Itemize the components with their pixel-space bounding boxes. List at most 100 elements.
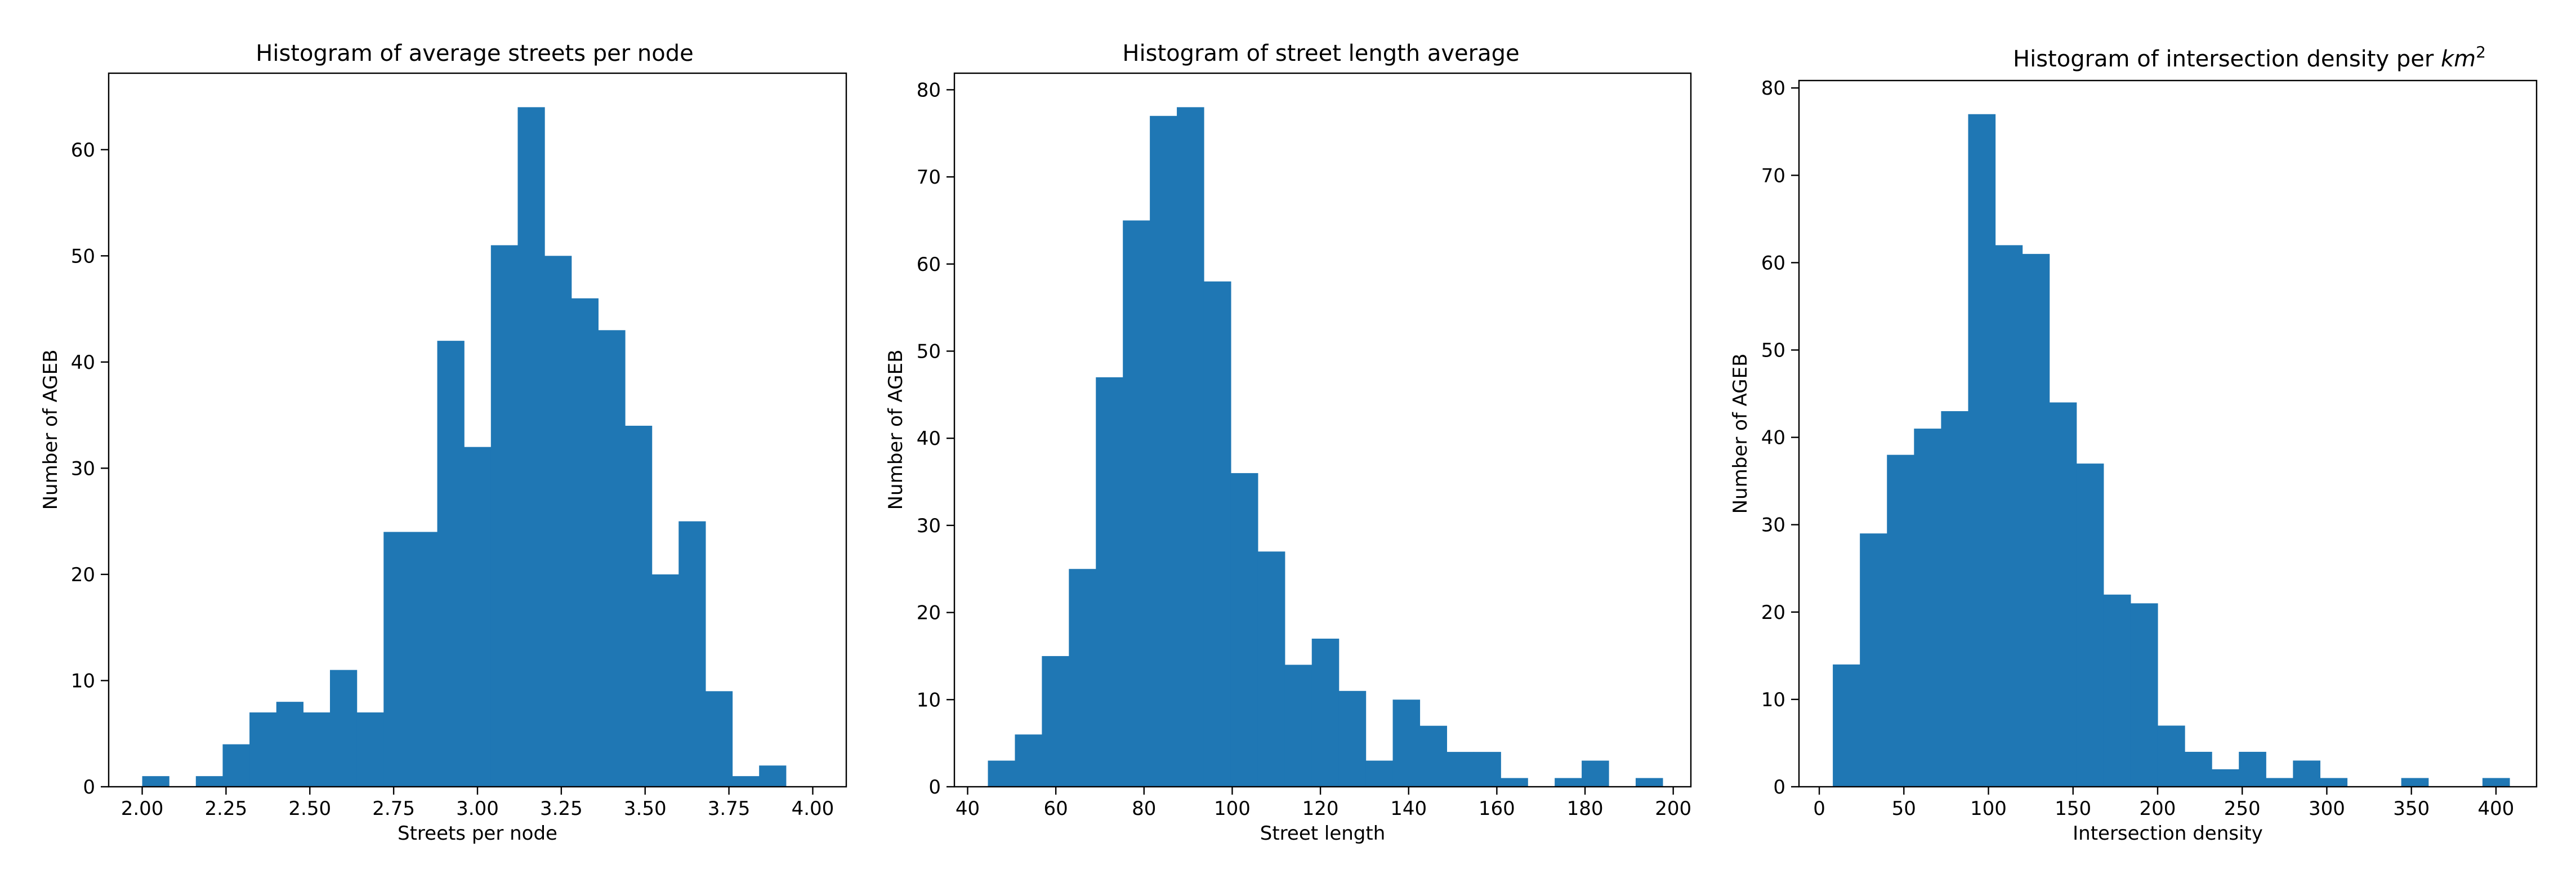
histogram-bar (2130, 603, 2158, 787)
histogram-bar (1833, 664, 1860, 787)
histogram-bar (598, 330, 626, 787)
chart-title: Histogram of average streets per node (256, 41, 693, 66)
histogram-bar (195, 776, 224, 787)
histogram-bar (2266, 778, 2293, 787)
histogram-bar (303, 712, 331, 787)
histogram-bar (517, 107, 545, 787)
plot-area: 2.00 2.25 2.50 2.75 3.00 3.25 3.50 3.75 4.00 0 10 2… (71, 107, 834, 820)
x-tick-label: 180 (1567, 797, 1604, 820)
histogram-bar (330, 670, 358, 787)
histogram-bar (2482, 778, 2510, 787)
histogram-bar (2212, 769, 2239, 787)
histogram-bar (1501, 778, 1528, 787)
histogram-bar (625, 425, 653, 787)
histogram-bar (142, 776, 169, 787)
histogram-bar (1582, 760, 1609, 787)
x-tick-label: 2.25 (205, 797, 248, 820)
histogram-bar (1338, 690, 1367, 787)
x-tick-label: 150 (2055, 797, 2091, 820)
histogram-bar (1365, 760, 1394, 787)
histogram-bar (1096, 377, 1123, 787)
histogram-bar (2076, 463, 2104, 787)
y-tick-label: 20 (1761, 601, 1785, 624)
x-tick-label: 60 (1044, 797, 1068, 820)
y-tick-label: 40 (1761, 427, 1785, 449)
histogram-bar (383, 532, 411, 787)
histogram-bar (1123, 220, 1150, 787)
panel-streets-per-node: Histogram of average streets per node 2.… (39, 41, 847, 845)
panel-street-length: Histogram of street length average 40 60 8… (885, 41, 1692, 845)
histogram-bar (222, 744, 250, 787)
x-tick-label: 2.75 (372, 797, 415, 820)
plot-area: 0 50 100 150 200 250 300 350 400 0 10 20 30 40 50 60 70 8… (1761, 77, 2515, 820)
histogram-bar (1392, 699, 1421, 787)
x-tick-label: 140 (1390, 797, 1427, 820)
histogram-bar (1203, 281, 1231, 787)
y-tick-label: 50 (71, 245, 95, 268)
x-tick-label: 300 (2309, 797, 2345, 820)
histogram-bar (1150, 115, 1177, 787)
x-tick-label: 3.50 (624, 797, 667, 820)
histogram-bar (2157, 725, 2185, 787)
y-axis-label: Number of AGEB (39, 350, 62, 510)
histogram-bar (651, 574, 679, 787)
histogram-bar (1230, 473, 1258, 787)
histogram-bar (249, 712, 277, 787)
histogram-bar (1887, 454, 1914, 787)
x-axis-label: Streets per node (398, 822, 557, 845)
histogram-bar (464, 447, 492, 787)
panel-intersection-density: Histogram of intersection density per km… (1729, 43, 2538, 845)
histogram-bar (1447, 752, 1474, 787)
y-tick-label: 70 (917, 166, 941, 189)
y-tick-label: 60 (1761, 252, 1785, 274)
y-axis-label: Number of AGEB (1729, 354, 1752, 514)
x-tick-label: 200 (1655, 797, 1691, 820)
histogram-bar (276, 702, 303, 787)
y-tick-label: 50 (917, 340, 941, 363)
x-tick-label: 400 (2477, 797, 2514, 820)
histogram-bar (1860, 533, 1887, 787)
y-tick-label: 80 (1761, 77, 1785, 100)
histogram-bar (678, 521, 706, 787)
x-tick-label: 4.00 (792, 797, 834, 820)
y-tick-label: 80 (917, 79, 941, 101)
histogram-bar (2320, 778, 2348, 787)
histogram-bar (1995, 245, 2023, 787)
y-tick-label: 40 (917, 427, 941, 450)
histogram-bar (437, 341, 465, 787)
histogram-bar (356, 712, 384, 787)
histogram-bar (1941, 411, 1969, 787)
histogram-bar (732, 776, 760, 787)
x-tick-label: 50 (1892, 797, 1916, 820)
histogram-bar (2239, 751, 2266, 787)
x-axis-label: Street length (1260, 822, 1386, 845)
histogram-bar (1069, 569, 1096, 787)
y-tick-label: 50 (1761, 339, 1785, 362)
x-tick-label: 250 (2224, 797, 2261, 820)
histogram-bar (2049, 402, 2077, 787)
y-tick-label: 60 (71, 139, 95, 162)
histogram-bar (2293, 760, 2321, 787)
chart-title: Histogram of intersection density per km… (2013, 43, 2486, 72)
y-tick-label: 20 (917, 602, 941, 625)
histogram-bar (1284, 665, 1312, 787)
x-tick-label: 3.25 (540, 797, 583, 820)
histogram-bar (1914, 429, 1941, 787)
x-tick-label: 100 (1970, 797, 2007, 820)
histogram-bar (1042, 656, 1069, 787)
x-tick-label: 350 (2393, 797, 2430, 820)
histogram-bar (2185, 751, 2212, 787)
axes-frame (1798, 79, 2538, 788)
x-tick-label: 200 (2140, 797, 2176, 820)
y-tick-label: 40 (71, 351, 95, 374)
y-tick-label: 0 (928, 776, 941, 799)
histogram-bar (1968, 114, 1996, 787)
histogram-bar (2022, 253, 2050, 787)
axes-frame (953, 72, 1692, 788)
x-tick-label: 120 (1302, 797, 1339, 820)
y-tick-label: 0 (1773, 776, 1785, 799)
histogram-bar (1257, 551, 1285, 787)
y-tick-label: 10 (917, 689, 941, 711)
x-tick-label: 80 (1132, 797, 1156, 820)
y-tick-label: 60 (917, 253, 941, 276)
